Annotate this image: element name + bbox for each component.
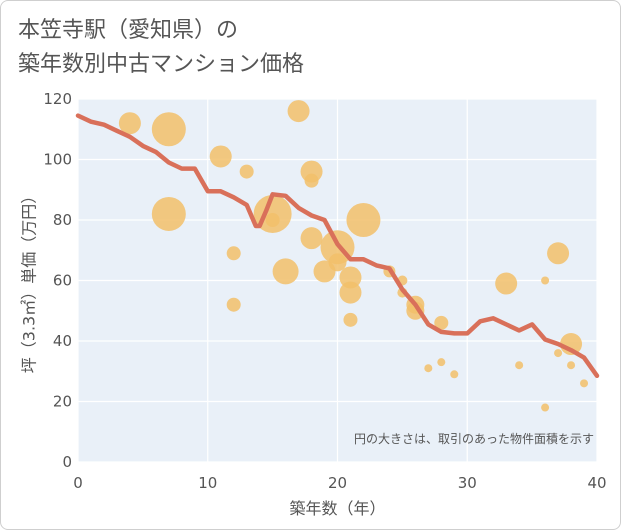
bubble-point <box>151 112 186 147</box>
y-tick-label: 80 <box>53 211 72 229</box>
bubble-point <box>339 281 362 304</box>
x-axis-label: 築年数（年） <box>289 499 385 518</box>
y-tick-label: 40 <box>53 332 72 350</box>
bubble-point <box>515 361 524 370</box>
chart-title-line1: 本笠寺駅（愛知県）の <box>18 18 239 43</box>
bubble-point <box>339 266 362 289</box>
bubble-point <box>547 242 570 265</box>
bubble-point <box>300 227 323 250</box>
bubble-point <box>209 145 232 168</box>
bubble-point <box>495 272 518 295</box>
bubble-point <box>328 253 347 272</box>
price-trend-line <box>75 113 600 379</box>
y-tick-label: 0 <box>62 453 72 471</box>
bubble-point <box>541 276 550 285</box>
y-tick-label: 60 <box>53 272 72 290</box>
bubble-point <box>239 164 254 179</box>
y-tick-label: 100 <box>43 151 72 169</box>
y-tick-label: 20 <box>53 393 72 411</box>
bubble-size-note: 円の大きさは、取引のあった物件面積を示す <box>354 431 594 446</box>
x-tick-label: 40 <box>587 474 606 492</box>
x-tick-label: 0 <box>73 474 83 492</box>
bubble-point <box>343 312 358 327</box>
bubble-point <box>118 112 141 135</box>
bubble-point <box>424 364 433 373</box>
bubble-point <box>265 213 280 227</box>
x-tick-label: 10 <box>198 474 217 492</box>
y-axis-label: 坪（3.3㎡）単価（万円） <box>20 188 39 373</box>
bubble-point <box>554 349 563 358</box>
x-tick-label: 30 <box>458 474 477 492</box>
bubble-point <box>304 173 319 188</box>
bubble-point <box>226 297 241 312</box>
bubble-point <box>434 315 449 330</box>
bubble-point <box>437 358 446 367</box>
chart-title-line2: 築年数別中古マンション価格 <box>18 52 305 77</box>
tick-labels: 0 10 20 30 40 0 20 40 60 80 100 120 <box>43 90 606 492</box>
y-tick-label: 120 <box>43 90 72 108</box>
bubble-point <box>287 100 310 123</box>
bubble-point <box>272 258 299 285</box>
bubble-point <box>541 403 550 412</box>
bubble-point <box>567 361 576 370</box>
bubble-point <box>151 196 186 231</box>
chart-title: 本笠寺駅（愛知県）の 築年数別中古マンション価格 <box>18 14 304 82</box>
bubble-point <box>226 246 241 261</box>
bubble-point <box>346 203 381 237</box>
bubble-point <box>450 370 459 379</box>
grid-lines <box>77 98 598 463</box>
x-tick-label: 20 <box>328 474 347 492</box>
bubble-point <box>580 379 589 388</box>
